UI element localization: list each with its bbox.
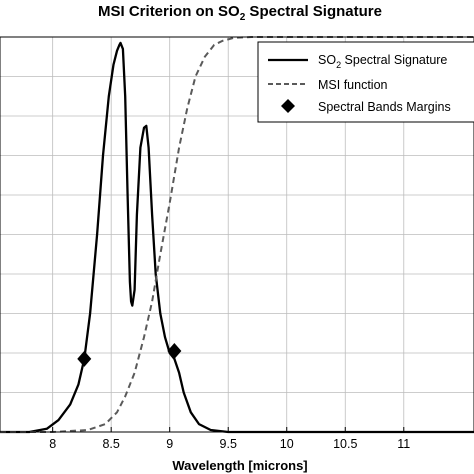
plot-series [0, 36, 474, 434]
plot-frame [0, 36, 474, 433]
x-tick-label: 10.5 [333, 437, 357, 451]
legend-label-msi-function: MSI function [318, 78, 388, 92]
x-ticks: 8 8.5 9 9.5 10 10.5 11 [49, 427, 410, 451]
x-tick-label: 9.5 [220, 437, 237, 451]
spectral-signature-line [0, 41, 474, 434]
x-tick-label: 8.5 [102, 437, 119, 451]
legend-box [257, 41, 474, 123]
band-margin-marker [77, 350, 92, 367]
x-tick-label: 8 [49, 437, 56, 451]
legend-label-band-margins: Spectral Bands Margins [318, 100, 451, 114]
chart-title: MSI Criterion on SO2 Spectral Signature [98, 3, 382, 23]
legend-diamond-marker [281, 99, 295, 113]
x-tick-label: 9 [166, 437, 173, 451]
x-tick-label: 11 [397, 437, 410, 451]
x-axis-label: Wavelength [microns] [172, 458, 307, 473]
band-margin-marker [167, 343, 182, 360]
legend: SO2 Spectral Signature MSI function Spec… [257, 41, 474, 123]
x-tick-label: 10 [280, 437, 294, 451]
legend-label-spectral-signature: SO2 Spectral Signature [318, 53, 447, 70]
msi-function-line [0, 36, 474, 433]
